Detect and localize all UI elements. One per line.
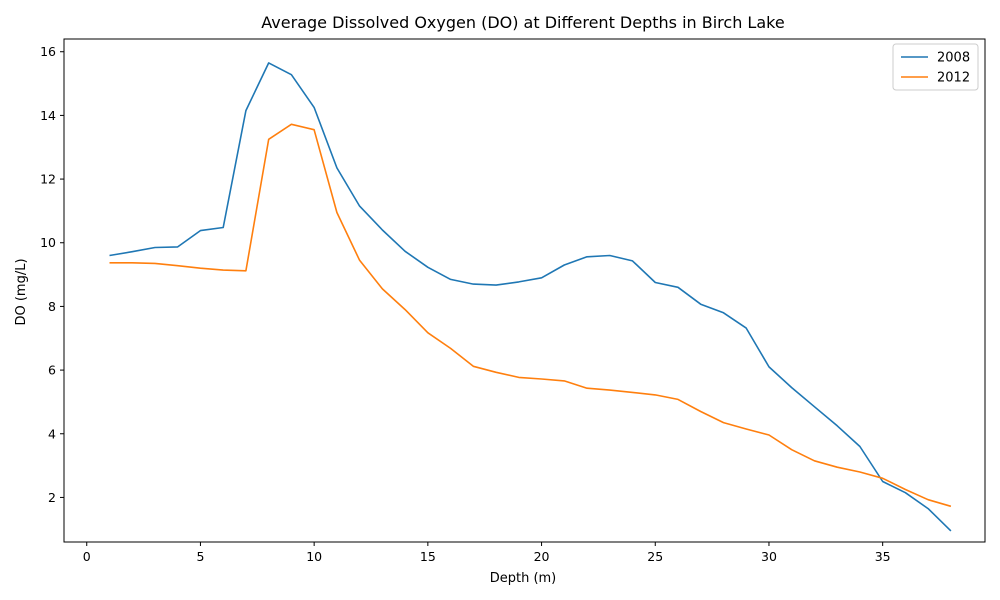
- y-axis-label: DO (mg/L): [14, 258, 29, 325]
- y-tick-label: 16: [40, 44, 56, 59]
- x-tick-label: 30: [761, 549, 777, 564]
- chart-title: Average Dissolved Oxygen (DO) at Differe…: [261, 13, 784, 32]
- legend-label-2012: 2012: [937, 71, 970, 86]
- legend-label-2008: 2008: [937, 51, 970, 66]
- x-tick-label: 35: [875, 549, 891, 564]
- series-layer: [109, 62, 952, 532]
- x-axis-label: Depth (m): [490, 571, 557, 586]
- x-tick-label: 15: [420, 549, 436, 564]
- y-tick-label: 4: [48, 426, 56, 441]
- legend-box: [892, 43, 979, 91]
- y-tick-label: 12: [40, 172, 56, 187]
- series-line-2008: [109, 62, 952, 532]
- x-axis: 0 5 10 15 20 25 30 35: [83, 542, 891, 564]
- x-tick-label: 0: [83, 549, 91, 564]
- series-line-2012: [109, 123, 952, 508]
- plot-area: [63, 38, 986, 543]
- x-tick-label: 25: [647, 549, 663, 564]
- y-tick-label: 10: [40, 235, 56, 250]
- legend: 2008 2012: [892, 43, 979, 91]
- plot-frame: [63, 38, 986, 543]
- x-tick-label: 5: [196, 549, 204, 564]
- x-tick-label: 10: [306, 549, 322, 564]
- y-tick-label: 14: [40, 108, 56, 123]
- y-tick-label: 2: [48, 490, 56, 505]
- x-tick-label: 20: [534, 549, 550, 564]
- y-tick-label: 8: [48, 299, 56, 314]
- y-axis: 2 4 6 8 10 12 14 16: [40, 44, 64, 505]
- y-tick-label: 6: [48, 363, 56, 378]
